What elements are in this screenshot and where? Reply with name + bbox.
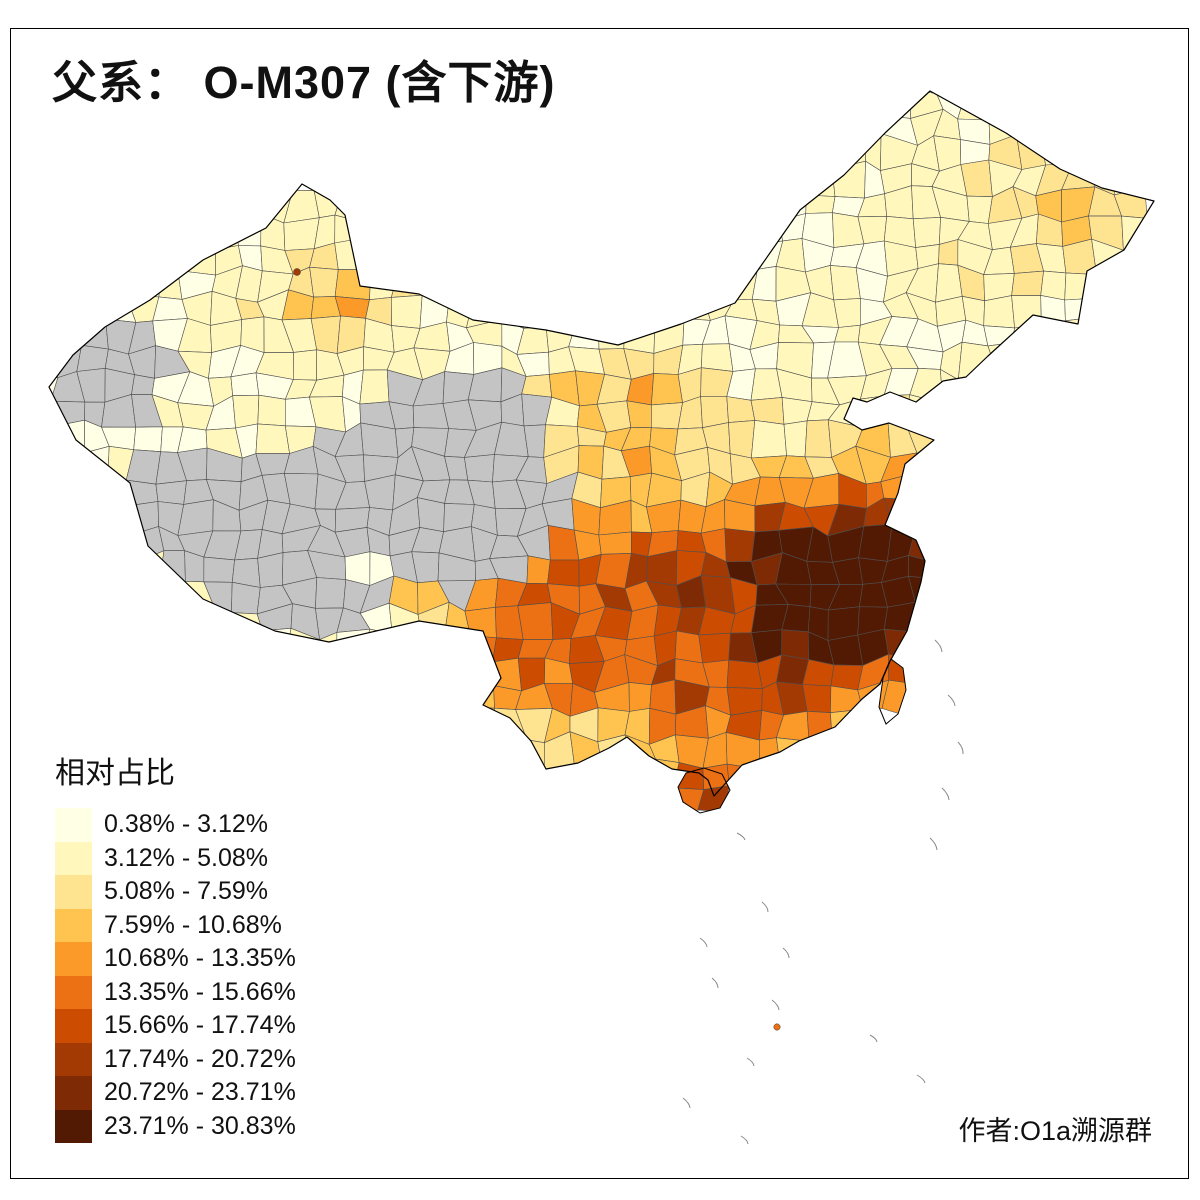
legend-row: 13.35% - 15.66% [55,975,296,1009]
legend-row: 7.59% - 10.68% [55,908,296,942]
legend-label: 13.35% - 15.66% [104,977,296,1006]
legend-swatch [55,1109,92,1143]
legend-swatch [55,841,92,875]
legend-label: 20.72% - 23.71% [104,1078,296,1107]
legend-title: 相对占比 [55,757,175,790]
legend-label: 0.38% - 3.12% [104,810,268,839]
legend-rows: 0.38% - 3.12% 3.12% - 5.08% 5.08% - 7.59% 7… [55,808,296,1143]
legend-row: 23.71% - 30.83% [55,1109,296,1143]
legend-label: 7.59% - 10.68% [104,910,282,939]
legend-row: 3.12% - 5.08% [55,841,296,875]
legend-swatch [55,1009,92,1043]
legend-label: 15.66% - 17.74% [104,1011,296,1040]
legend-swatch [55,942,92,976]
legend-swatch [55,1076,92,1110]
legend-row: 5.08% - 7.59% [55,875,296,909]
legend-row: 20.72% - 23.71% [55,1076,296,1110]
legend-row: 17.74% - 20.72% [55,1042,296,1076]
legend-row: 0.38% - 3.12% [55,808,296,842]
legend-label: 23.71% - 30.83% [104,1111,296,1140]
legend-swatch [55,975,92,1009]
legend-swatch [55,1042,92,1076]
attribution-text: 作者:O1a溯源群 [958,1116,1152,1146]
map-legend: 相对占比 0.38% - 3.12% 3.12% - 5.08% 5.08% - 7… [55,748,296,1143]
legend-swatch [55,808,92,842]
legend-row: 15.66% - 17.74% [55,1009,296,1043]
legend-label: 5.08% - 7.59% [104,877,268,906]
legend-label: 3.12% - 5.08% [104,843,268,872]
figure-title: 父系： O-M307 (含下游) [52,57,556,108]
legend-label: 10.68% - 13.35% [104,944,296,973]
legend-swatch [55,875,92,909]
legend-swatch [55,908,92,942]
legend-row: 10.68% - 13.35% [55,942,296,976]
legend-label: 17.74% - 20.72% [104,1044,296,1073]
